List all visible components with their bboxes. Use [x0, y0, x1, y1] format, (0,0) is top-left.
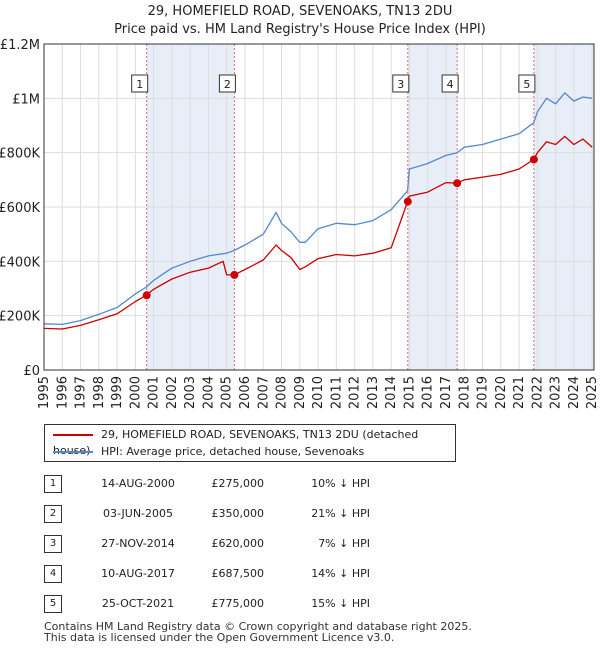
legend-swatch-price	[53, 434, 93, 436]
sale-point	[403, 197, 412, 206]
sale-date: 03-JUN-2005	[102, 507, 174, 520]
plot-frame	[43, 43, 595, 371]
y-tick-label: £400K	[0, 255, 40, 270]
sale-row: 1 14-AUG-2000 £275,000 10% ↓ HPI	[44, 472, 464, 502]
x-tick-label: 2022	[530, 376, 545, 409]
sale-marker-box	[441, 74, 459, 93]
x-tick-label: 2024	[567, 376, 582, 409]
sale-hpi-diff: 21% ↓ HPI	[311, 507, 370, 520]
sale-row: 4 10-AUG-2017 £687,500 14% ↓ HPI	[44, 562, 464, 592]
sale-marker-label: 5	[523, 78, 530, 91]
x-tick-label: 2002	[165, 376, 180, 409]
x-tick-label: 2019	[476, 376, 491, 409]
sale-date: 25-OCT-2021	[101, 597, 175, 610]
legend: 29, HOMEFIELD ROAD, SEVENOAKS, TN13 2DU …	[44, 424, 456, 462]
x-tick-label: 1998	[92, 376, 107, 409]
sale-marker-box	[518, 74, 536, 93]
x-tick-label: 2020	[494, 376, 509, 409]
x-tick-label: 2009	[293, 376, 308, 409]
sale-number-badge: 4	[44, 565, 62, 583]
sale-row: 3 27-NOV-2014 £620,000 7% ↓ HPI	[44, 532, 464, 562]
x-tick-label: 2005	[220, 376, 235, 409]
sale-marker-label: 2	[224, 78, 231, 91]
sale-point	[142, 291, 151, 300]
sale-number-badge: 1	[44, 475, 62, 493]
sale-marker-box	[218, 74, 236, 93]
x-tick-label: 2017	[439, 376, 454, 409]
x-tick-label: 2006	[238, 376, 253, 409]
sale-hpi-diff: 15% ↓ HPI	[311, 597, 370, 610]
sale-date: 14-AUG-2000	[101, 477, 175, 490]
x-tick-label: 1996	[55, 376, 70, 409]
sale-hpi-diff: 7% ↓ HPI	[318, 537, 370, 550]
sales-table: 1 14-AUG-2000 £275,000 10% ↓ HPI 2 03-JU…	[44, 472, 464, 622]
footer-licence: This data is licensed under the Open Gov…	[44, 631, 395, 644]
x-tick-label: 2013	[366, 376, 381, 409]
x-tick-label: 2003	[183, 376, 198, 409]
y-tick-label: £800K	[0, 147, 40, 162]
sale-number-badge: 3	[44, 535, 62, 553]
sale-marker-box	[131, 74, 149, 93]
sale-price: £775,000	[211, 597, 265, 610]
sale-hpi-diff: 14% ↓ HPI	[311, 567, 370, 580]
sale-price: £275,000	[211, 477, 265, 490]
y-tick-label: £200K	[0, 310, 40, 325]
x-tick-label: 2008	[275, 376, 290, 409]
sale-price: £620,000	[211, 537, 265, 550]
sale-price: £687,500	[211, 567, 265, 580]
x-tick-label: 2025	[585, 376, 600, 409]
sale-marker-label: 1	[136, 78, 143, 91]
x-tick-label: 2023	[549, 376, 564, 409]
sale-point	[529, 155, 538, 164]
x-tick-label: 2010	[311, 376, 326, 409]
x-tick-label: 2014	[384, 376, 399, 409]
sale-point	[230, 270, 239, 279]
sale-row: 2 03-JUN-2005 £350,000 21% ↓ HPI	[44, 502, 464, 532]
sale-marker-box	[392, 74, 410, 93]
x-tick-label: 2016	[421, 376, 436, 409]
legend-label-hpi: HPI: Average price, detached house, Seve…	[101, 445, 365, 458]
sale-price: £350,000	[211, 507, 265, 520]
footer: Contains HM Land Registry data © Crown c…	[44, 621, 472, 643]
x-tick-label: 2001	[147, 376, 162, 409]
x-tick-label: 1999	[110, 376, 125, 409]
y-tick-label: £1M	[12, 92, 40, 107]
sale-date: 10-AUG-2017	[101, 567, 175, 580]
x-tick-label: 2021	[512, 376, 527, 409]
sale-hpi-diff: 10% ↓ HPI	[311, 477, 370, 490]
title-line-2: Price paid vs. HM Land Registry's House …	[114, 22, 486, 37]
legend-label-price: 29, HOMEFIELD ROAD, SEVENOAKS, TN13 2DU …	[53, 428, 419, 457]
sale-marker-label: 3	[397, 78, 404, 91]
y-tick-label: £600K	[0, 201, 40, 216]
sale-number-badge: 5	[44, 595, 62, 613]
x-tick-label: 2015	[402, 376, 417, 409]
x-tick-label: 2011	[329, 376, 344, 409]
sale-point	[453, 179, 462, 188]
sale-row: 5 25-OCT-2021 £775,000 15% ↓ HPI	[44, 592, 464, 622]
legend-swatch-hpi	[53, 451, 93, 453]
x-tick-label: 2007	[256, 376, 271, 409]
x-tick-label: 1997	[74, 376, 89, 409]
x-tick-label: 2012	[348, 376, 363, 409]
footer-copyright: Contains HM Land Registry data © Crown c…	[44, 620, 472, 633]
title-line-1: 29, HOMEFIELD ROAD, SEVENOAKS, TN13 2DU	[147, 4, 453, 19]
x-tick-label: 2004	[201, 376, 216, 409]
price-chart: £0 £200K £400K £600K £800K £1M £1.2M 1995 1996 19…	[0, 38, 600, 409]
y-tick-label: £1.2M	[0, 38, 40, 53]
legend-item-hpi: HPI: Average price, detached house, Seve…	[53, 444, 364, 460]
sale-date: 27-NOV-2014	[101, 537, 175, 550]
sale-marker-label: 4	[447, 78, 454, 91]
legend-item-price: 29, HOMEFIELD ROAD, SEVENOAKS, TN13 2DU …	[53, 427, 455, 457]
chart-title: 29, HOMEFIELD ROAD, SEVENOAKS, TN13 2DU …	[0, 3, 600, 39]
x-tick-label: 2000	[128, 376, 143, 409]
y-tick-label: £0	[23, 364, 40, 379]
sale-number-badge: 2	[44, 505, 62, 523]
x-tick-label: 1995	[37, 376, 52, 409]
x-tick-label: 2018	[457, 376, 472, 409]
